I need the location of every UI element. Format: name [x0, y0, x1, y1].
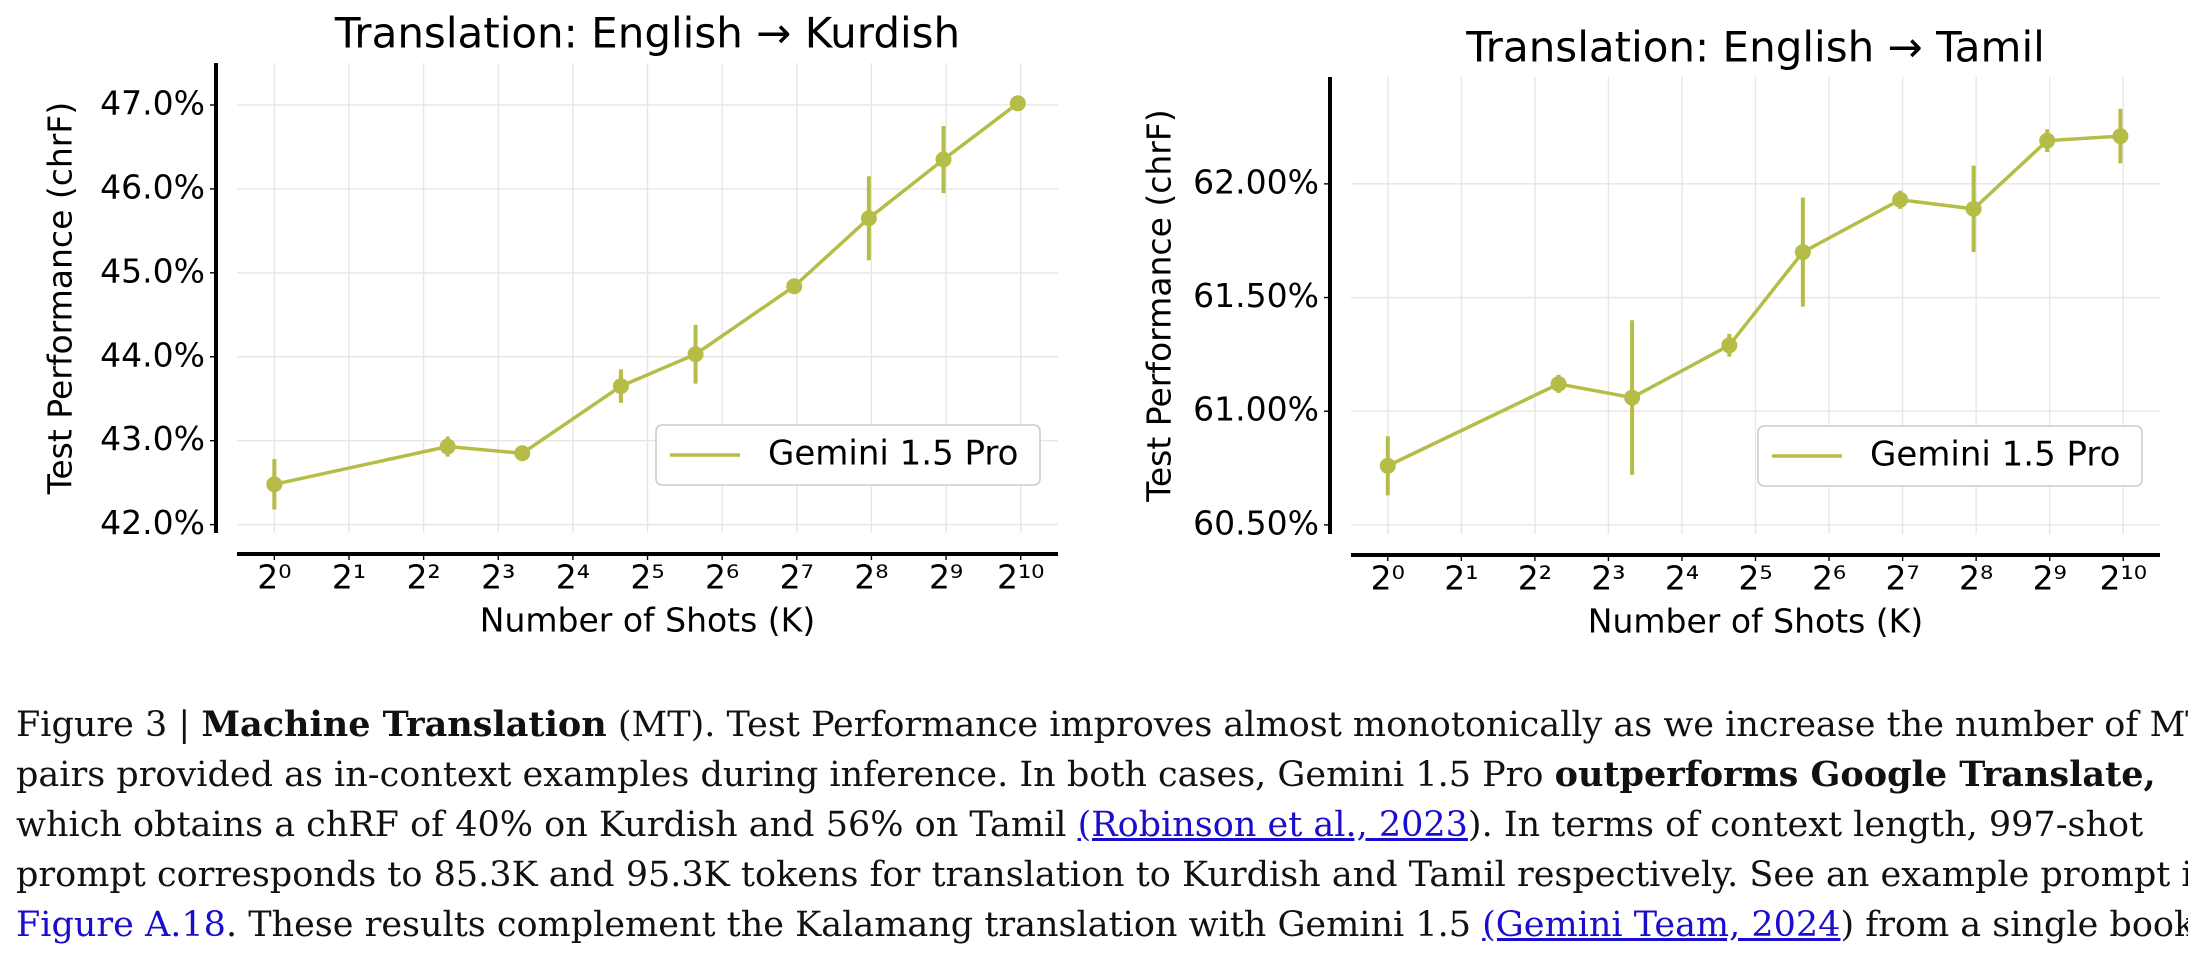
caption-text: (MT). Test Performance improves almost m…: [606, 705, 2188, 745]
x-tick-label: 2⁶: [705, 558, 739, 597]
caption-text: prompt corresponds to 85.3K and 95.3K to…: [16, 855, 2188, 895]
caption-text: Figure 3 |: [16, 705, 202, 745]
legend-box: [1757, 425, 2143, 487]
x-tick-label: 2⁴: [1665, 559, 1699, 598]
y-tick-label: 42.0%: [100, 503, 205, 542]
data-point: [1892, 191, 1909, 208]
data-point: [786, 278, 803, 295]
x-tick-label: 2¹: [1444, 559, 1478, 598]
data-point: [1721, 337, 1738, 354]
caption-line: which obtains a chRF of 40% on Kurdish a…: [16, 800, 2188, 850]
y-axis-label: Test Performance (chrF): [41, 102, 80, 495]
y-axis-label: Test Performance (chrF): [1140, 109, 1179, 502]
x-tick-label: 2⁷: [780, 558, 814, 597]
y-tick-label: 62.00%: [1193, 162, 1319, 201]
caption-line: Figure 3 | Machine Translation (MT). Tes…: [16, 700, 2188, 750]
x-tick-label: 2⁸: [854, 558, 888, 597]
x-tick-label: 2⁹: [2033, 559, 2067, 598]
x-tick-label: 2⁷: [1885, 559, 1919, 598]
x-tick-label: 2⁵: [1738, 559, 1772, 598]
data-point: [2112, 128, 2129, 145]
chart: 60.50% 61.00% 61.50% 62.00% 2⁰ 2¹ 2² 2³ 2⁴ 2⁵ 2⁶ 2⁷…: [1140, 23, 2160, 641]
legend-label: Gemini 1.5 Pro: [1870, 435, 2120, 475]
x-axis-label: Number of Shots (K): [1588, 602, 1923, 641]
figure: 42.0% 43.0% 44.0% 45.0% 46.0% 47.0% 2⁰ 2¹ 2² 2³ 2⁴…: [41, 9, 2160, 641]
x-tick-label: 2⁰: [257, 558, 291, 597]
x-axis-label: Number of Shots (K): [480, 601, 815, 640]
x-tick-label: 2⁰: [1371, 559, 1405, 598]
data-point: [612, 378, 629, 395]
x-tick-label: 2³: [1591, 559, 1625, 598]
x-tick-label: 2⁹: [929, 558, 963, 597]
x-tick-label: 2⁸: [1959, 559, 1993, 598]
caption-citation[interactable]: (Robinson et al., 2023: [1077, 805, 1468, 845]
y-tick-label: 46.0%: [100, 167, 205, 206]
caption-line: prompt corresponds to 85.3K and 95.3K to…: [16, 850, 2188, 900]
x-tick-label: 2¹⁰: [2100, 559, 2147, 598]
x-tick-label: 2³: [481, 558, 515, 597]
data-point: [439, 438, 456, 455]
x-tick-label: 2⁴: [556, 558, 590, 597]
data-point: [1624, 389, 1641, 406]
x-tick-label: 2²: [1518, 559, 1552, 598]
data-point: [514, 445, 531, 462]
data-point: [1550, 375, 1567, 392]
caption-bold: outperforms Google Translate,: [1554, 754, 2156, 795]
data-point: [1009, 95, 1026, 112]
data-point: [1965, 200, 1982, 217]
caption-text: pairs provided as in-context examples du…: [16, 755, 1555, 795]
caption-bold: Machine Translation: [201, 704, 607, 745]
data-point: [1794, 244, 1811, 261]
caption-text: which obtains a chRF of 40% on Kurdish a…: [16, 805, 1078, 845]
chart: 42.0% 43.0% 44.0% 45.0% 46.0% 47.0% 2⁰ 2¹ 2² 2³ 2⁴…: [41, 9, 1058, 640]
data-point: [1379, 457, 1396, 474]
caption-line: Figure A.18. These results complement th…: [16, 900, 2188, 950]
legend-box: [655, 424, 1041, 486]
x-tick-label: 2²: [406, 558, 440, 597]
caption-text: ) from a single book.: [1840, 905, 2188, 945]
caption-text: . These results complement the Kalamang …: [225, 905, 1483, 945]
y-tick-label: 47.0%: [100, 83, 205, 122]
legend-label: Gemini 1.5 Pro: [768, 434, 1018, 474]
caption-text: ). In terms of context length, 997-shot: [1467, 805, 2144, 845]
x-tick-label: 2⁵: [630, 558, 664, 597]
caption-citation[interactable]: (Gemini Team, 2024: [1482, 905, 1841, 945]
caption-line: pairs provided as in-context examples du…: [16, 750, 2188, 800]
x-tick-label: 2¹⁰: [997, 558, 1044, 597]
y-tick-label: 61.50%: [1193, 276, 1319, 315]
y-tick-label: 61.00%: [1193, 390, 1319, 429]
y-tick-label: 43.0%: [100, 419, 205, 458]
data-point: [860, 210, 877, 227]
data-point: [935, 151, 952, 168]
x-tick-label: 2⁶: [1812, 559, 1846, 598]
caption-link[interactable]: Figure A.18: [16, 905, 226, 945]
x-tick-label: 2¹: [332, 558, 366, 597]
figure-caption: Figure 3 | Machine Translation (MT). Tes…: [16, 700, 2188, 950]
data-point: [266, 476, 283, 493]
data-point: [2039, 132, 2056, 149]
y-tick-label: 44.0%: [100, 335, 205, 374]
y-tick-label: 60.50%: [1193, 503, 1319, 542]
data-point: [687, 346, 704, 363]
chart-title: Translation: English → Tamil: [1465, 23, 2045, 72]
y-tick-label: 45.0%: [100, 251, 205, 290]
series-line: [1387, 134, 2121, 468]
chart-title: Translation: English → Kurdish: [334, 9, 960, 58]
